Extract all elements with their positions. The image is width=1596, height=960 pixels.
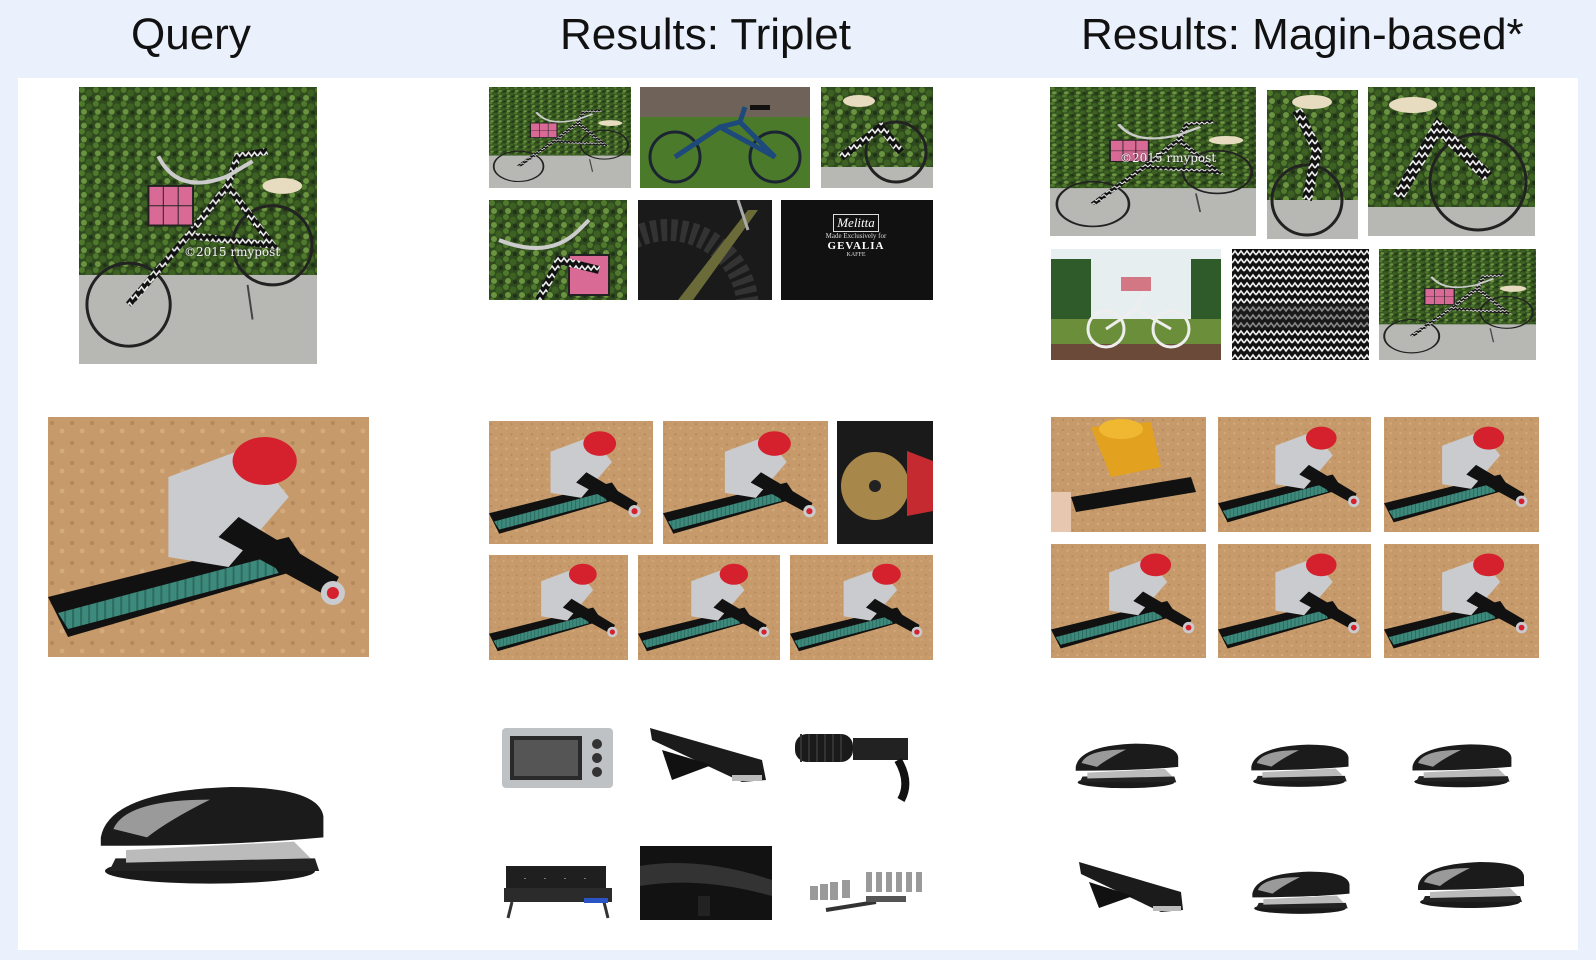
triplet-result-nailer-2 bbox=[663, 421, 828, 544]
margin-result-bike-2 bbox=[1267, 90, 1358, 239]
triplet-result-bike-3 bbox=[821, 87, 933, 188]
margin-result-stapler-1 bbox=[1068, 730, 1184, 796]
triplet-result-plier-stapler bbox=[642, 720, 770, 800]
query-image-stapler-nailer bbox=[48, 417, 369, 657]
margin-result-nailer-5 bbox=[1218, 544, 1371, 658]
margin-result-nailer-3 bbox=[1384, 417, 1539, 532]
triplet-result-tire bbox=[638, 200, 772, 300]
margin-result-stapler-3 bbox=[1404, 735, 1518, 791]
margin-result-stapler-4 bbox=[1245, 860, 1355, 920]
triplet-result-bike-4 bbox=[489, 200, 627, 300]
header-results-margin-based: Results: Magin-based* bbox=[1081, 10, 1524, 59]
margin-result-nailer-yellow bbox=[1051, 417, 1206, 532]
triplet-result-nailer-4 bbox=[638, 555, 780, 660]
triplet-result-bike-green bbox=[640, 87, 810, 188]
gevalia-logo: Melitta Made Exclusively for GEVALIA KAF… bbox=[821, 212, 891, 282]
triplet-result-futon bbox=[500, 858, 615, 923]
triplet-result-nailer-3 bbox=[489, 555, 628, 660]
triplet-result-nailer-5 bbox=[790, 555, 933, 660]
margin-result-bike-4 bbox=[1379, 249, 1536, 360]
margin-result-bike-3 bbox=[1368, 87, 1535, 236]
triplet-result-bike-grip bbox=[793, 722, 923, 802]
triplet-result-dark-closeup bbox=[640, 846, 772, 920]
margin-result-bike-garden bbox=[1051, 249, 1221, 360]
query-image-bicycle: ©2015 rmypost bbox=[79, 87, 317, 364]
margin-result-zigzag bbox=[1232, 249, 1369, 360]
triplet-result-toaster-oven bbox=[500, 724, 615, 794]
margin-result-nailer-4 bbox=[1051, 544, 1206, 658]
triplet-result-nailer-1 bbox=[489, 421, 653, 544]
margin-result-nailer-6 bbox=[1384, 544, 1539, 658]
triplet-result-bike-1 bbox=[489, 87, 631, 188]
margin-result-stapler-2 bbox=[1244, 730, 1354, 796]
margin-result-stapler-5 bbox=[1409, 852, 1531, 912]
header-results-triplet: Results: Triplet bbox=[560, 10, 851, 59]
margin-result-bike-1: ©2015 rmypost bbox=[1050, 87, 1256, 236]
header-query: Query bbox=[131, 10, 251, 59]
triplet-result-gauge bbox=[837, 421, 933, 544]
margin-result-plier-stapler bbox=[1073, 856, 1187, 926]
triplet-result-gevalia: Melitta Made Exclusively for GEVALIA KAF… bbox=[781, 200, 933, 300]
triplet-result-socket-set bbox=[806, 866, 928, 922]
watermark: ©2015 rmypost bbox=[184, 245, 281, 259]
query-image-stapler bbox=[84, 762, 336, 896]
margin-result-nailer-2 bbox=[1218, 417, 1371, 532]
